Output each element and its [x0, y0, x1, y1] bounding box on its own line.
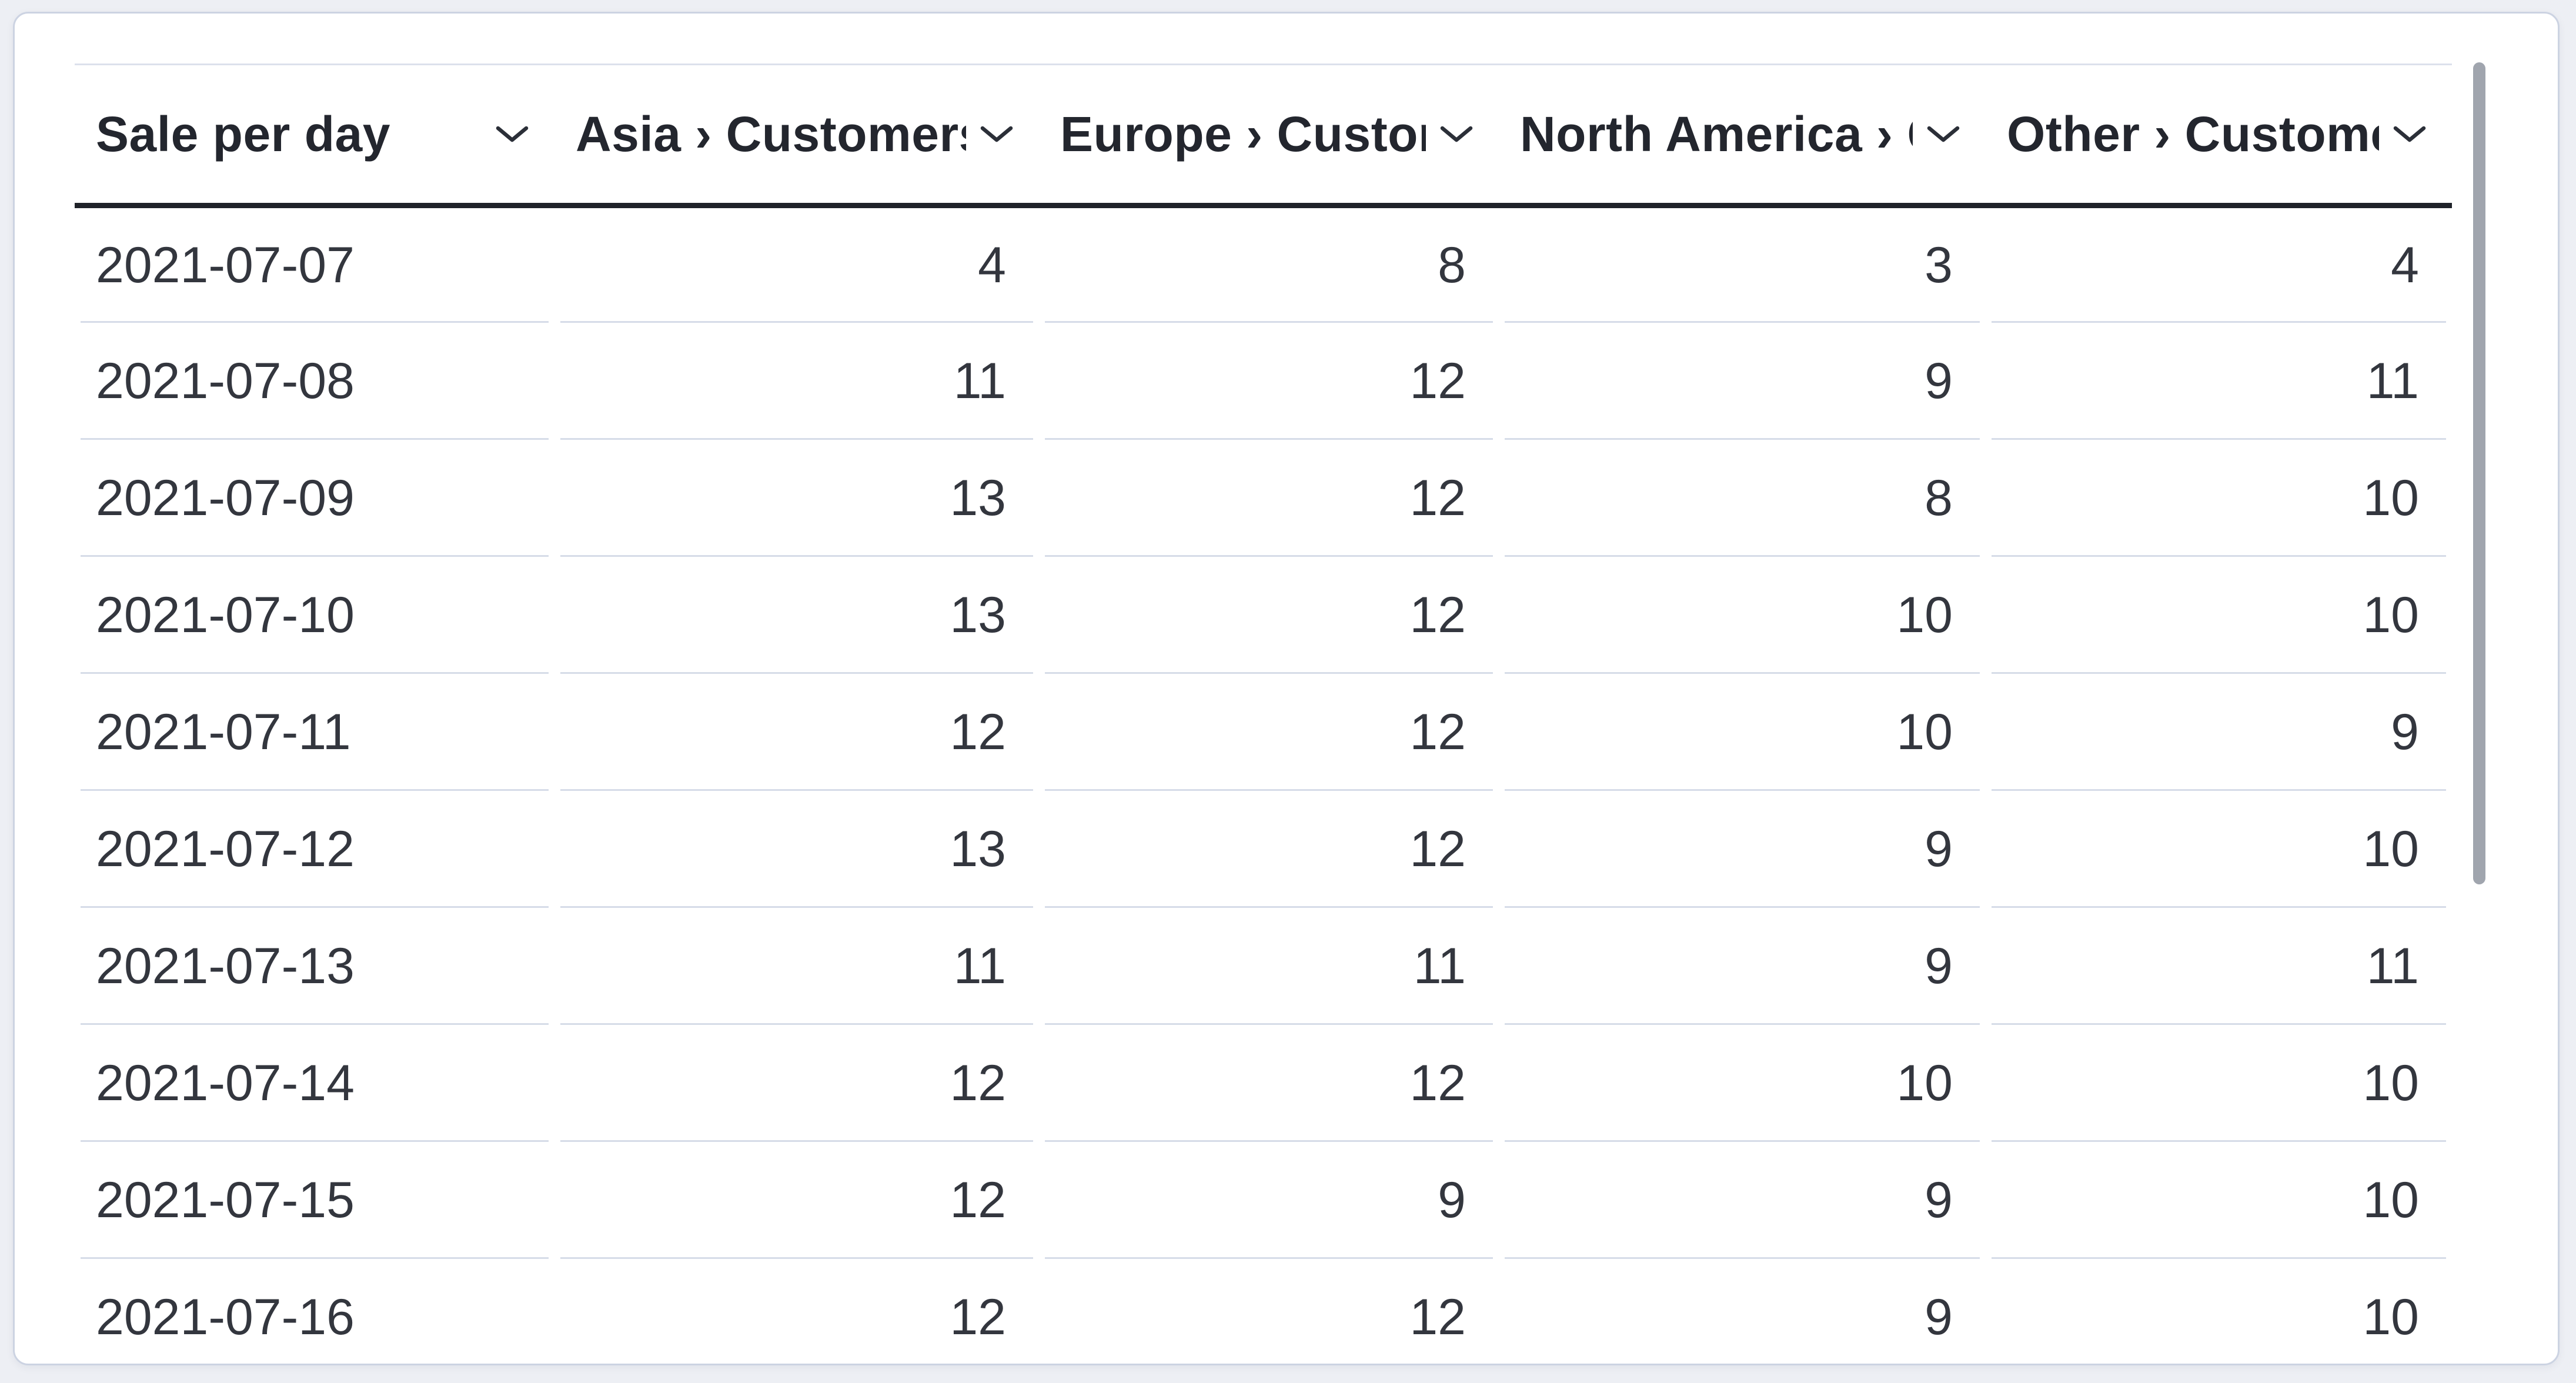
column-header-sale-per-day[interactable]: Sale per day — [75, 64, 554, 208]
column-header-label: Asia › Customers — [576, 106, 966, 162]
cell-value[interactable]: 11 — [554, 908, 1039, 1025]
cell-value[interactable]: 3 — [1499, 206, 1986, 323]
column-header-north-america-customers[interactable]: North America › Customers — [1499, 64, 1986, 208]
cell-value[interactable]: 12 — [1039, 1259, 1499, 1364]
cell-value[interactable]: 4 — [1986, 206, 2452, 323]
column-header-label: Europe › Customers — [1060, 106, 1426, 162]
column-header-inner: North America › Customers — [1499, 106, 1986, 163]
cell-value[interactable]: 12 — [1039, 1025, 1499, 1142]
chevron-down-icon — [1440, 126, 1473, 142]
column-header-inner: Asia › Customers — [554, 106, 1039, 163]
table-row: 2021-07-15 12 9 9 10 — [75, 1142, 2452, 1259]
column-header-other-customers[interactable]: Other › Customers — [1986, 64, 2452, 208]
cell-value[interactable]: 10 — [1499, 674, 1986, 791]
cell-date[interactable]: 2021-07-16 — [75, 1259, 554, 1364]
cell-value[interactable]: 9 — [1499, 908, 1986, 1025]
column-header-asia-customers[interactable]: Asia › Customers — [554, 64, 1039, 208]
table-card: Sale per day Asia › Customers Europe › Cus… — [13, 12, 2560, 1365]
cell-value[interactable]: 10 — [1986, 557, 2452, 674]
cell-value[interactable]: 12 — [1039, 791, 1499, 908]
cell-date[interactable]: 2021-07-11 — [75, 674, 554, 791]
cell-value[interactable]: 12 — [554, 1142, 1039, 1259]
table-row: 2021-07-09 13 12 8 10 — [75, 440, 2452, 557]
cell-value[interactable]: 13 — [554, 440, 1039, 557]
cell-value[interactable]: 8 — [1039, 206, 1499, 323]
table-row: 2021-07-12 13 12 9 10 — [75, 791, 2452, 908]
cell-value[interactable]: 9 — [1499, 1142, 1986, 1259]
cell-value[interactable]: 10 — [1986, 791, 2452, 908]
cell-value[interactable]: 9 — [1499, 1259, 1986, 1364]
cell-value[interactable]: 12 — [1039, 440, 1499, 557]
cell-value[interactable]: 10 — [1986, 440, 2452, 557]
table-row: 2021-07-10 13 12 10 10 — [75, 557, 2452, 674]
cell-value[interactable]: 11 — [1986, 323, 2452, 440]
sales-table: Sale per day Asia › Customers Europe › Cus… — [75, 64, 2452, 1364]
cell-value[interactable]: 11 — [1986, 908, 2452, 1025]
chevron-down-icon — [980, 126, 1013, 142]
cell-value[interactable]: 12 — [1039, 557, 1499, 674]
column-header-inner: Sale per day — [75, 106, 554, 163]
column-header-label: Other › Customers — [2007, 106, 2379, 162]
table-row: 2021-07-14 12 12 10 10 — [75, 1025, 2452, 1142]
cell-value[interactable]: 12 — [1039, 674, 1499, 791]
cell-value[interactable]: 12 — [554, 1025, 1039, 1142]
table-scroll-area[interactable]: Sale per day Asia › Customers Europe › Cus… — [75, 64, 2452, 1364]
cell-date[interactable]: 2021-07-14 — [75, 1025, 554, 1142]
cell-value[interactable]: 8 — [1499, 440, 1986, 557]
cell-date[interactable]: 2021-07-13 — [75, 908, 554, 1025]
chevron-down-icon — [1927, 126, 1960, 142]
table-row: 2021-07-13 11 11 9 11 — [75, 908, 2452, 1025]
cell-date[interactable]: 2021-07-15 — [75, 1142, 554, 1259]
cell-value[interactable]: 4 — [554, 206, 1039, 323]
table-header-row: Sale per day Asia › Customers Europe › Cus… — [75, 64, 2452, 208]
cell-value[interactable]: 10 — [1499, 557, 1986, 674]
chevron-down-icon — [2393, 126, 2426, 142]
cell-value[interactable]: 11 — [554, 323, 1039, 440]
cell-value[interactable]: 13 — [554, 791, 1039, 908]
cell-date[interactable]: 2021-07-10 — [75, 557, 554, 674]
cell-value[interactable]: 13 — [554, 557, 1039, 674]
vertical-scrollbar-thumb[interactable] — [2473, 62, 2485, 884]
cell-value[interactable]: 10 — [1499, 1025, 1986, 1142]
column-header-europe-customers[interactable]: Europe › Customers — [1039, 64, 1499, 208]
column-header-label: North America › Customers — [1520, 106, 1913, 162]
cell-value[interactable]: 9 — [1499, 791, 1986, 908]
cell-value[interactable]: 12 — [1039, 323, 1499, 440]
cell-value[interactable]: 10 — [1986, 1142, 2452, 1259]
column-header-inner: Other › Customers — [1986, 106, 2452, 163]
cell-value[interactable]: 9 — [1499, 323, 1986, 440]
cell-value[interactable]: 9 — [1039, 1142, 1499, 1259]
cell-date[interactable]: 2021-07-12 — [75, 791, 554, 908]
column-header-label: Sale per day — [96, 106, 390, 162]
table-row: 2021-07-08 11 12 9 11 — [75, 323, 2452, 440]
cell-date[interactable]: 2021-07-09 — [75, 440, 554, 557]
cell-value[interactable]: 12 — [554, 1259, 1039, 1364]
column-header-inner: Europe › Customers — [1039, 106, 1499, 163]
chevron-down-icon — [496, 126, 529, 142]
cell-value[interactable]: 10 — [1986, 1259, 2452, 1364]
cell-value[interactable]: 12 — [554, 674, 1039, 791]
cell-date[interactable]: 2021-07-07 — [75, 206, 554, 323]
table-row: 2021-07-11 12 12 10 9 — [75, 674, 2452, 791]
cell-date[interactable]: 2021-07-08 — [75, 323, 554, 440]
cell-value[interactable]: 9 — [1986, 674, 2452, 791]
table-row: 2021-07-07 4 8 3 4 — [75, 206, 2452, 323]
cell-value[interactable]: 11 — [1039, 908, 1499, 1025]
table-row: 2021-07-16 12 12 9 10 — [75, 1259, 2452, 1364]
cell-value[interactable]: 10 — [1986, 1025, 2452, 1142]
